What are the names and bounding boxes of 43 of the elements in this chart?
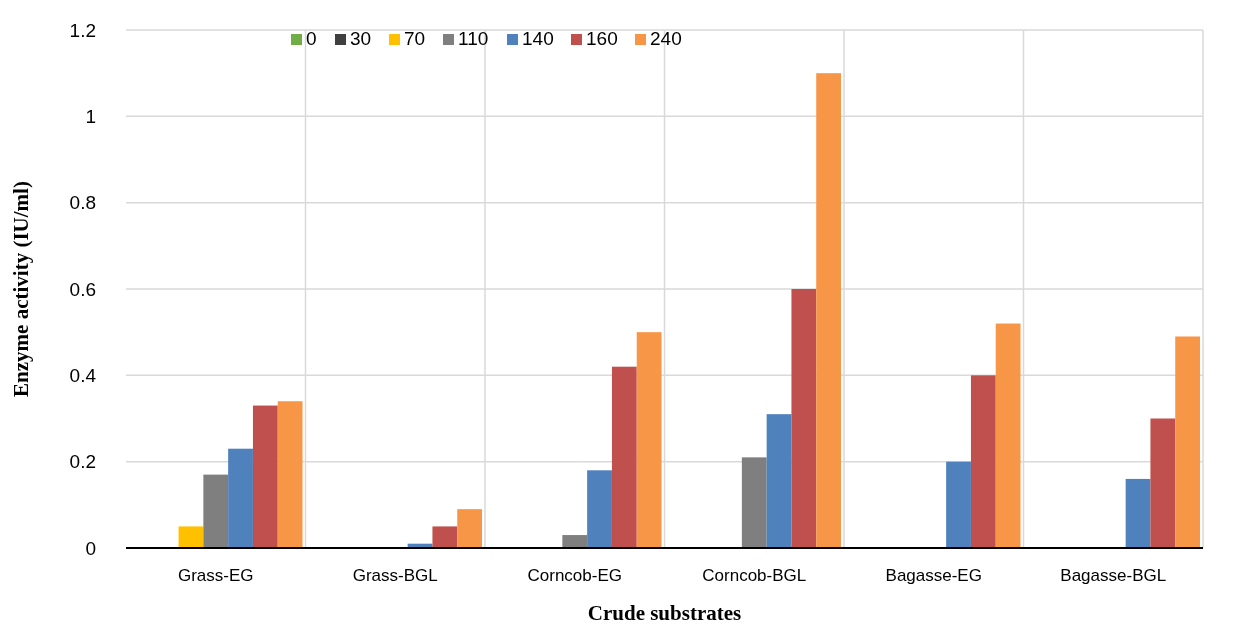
bar (252, 405, 278, 548)
y-tick-label: 0.8 (69, 192, 96, 214)
legend-label: 140 (522, 28, 554, 49)
x-axis-title: Crude substrates (587, 601, 742, 625)
bar (562, 535, 588, 548)
bar (432, 526, 458, 548)
bar (636, 332, 662, 548)
x-tick-label: Bagasse-EG (885, 566, 982, 585)
bar (766, 414, 792, 548)
legend-label: 110 (458, 28, 489, 49)
x-tick-label: Bagasse-BGL (1060, 566, 1167, 585)
bar (277, 401, 303, 548)
bar (228, 448, 253, 548)
x-tick-label: Corncob-EG (527, 566, 622, 585)
bar (178, 526, 204, 548)
legend-label: 160 (586, 28, 618, 49)
bar (1150, 418, 1176, 548)
bar (946, 461, 971, 548)
legend-label: 0 (306, 28, 317, 49)
bar (741, 457, 767, 548)
bar (816, 73, 842, 548)
y-tick-label: 0 (85, 537, 96, 559)
bar (995, 323, 1021, 548)
bar (457, 509, 483, 548)
bar (791, 289, 817, 548)
y-tick-label: 0.4 (69, 364, 97, 386)
y-tick-label: 1.2 (69, 19, 96, 41)
legend-label: 30 (350, 28, 372, 49)
bar (611, 366, 637, 548)
bar (587, 470, 612, 548)
x-tick-label: Grass-EG (177, 566, 254, 585)
bar (970, 375, 996, 548)
legend-label: 240 (650, 28, 682, 49)
y-tick-label: 0.6 (69, 278, 96, 300)
x-tick-label: Grass-BGL (352, 566, 438, 585)
bar (1125, 478, 1151, 548)
legend-label: 70 (404, 28, 426, 49)
x-tick-label: Corncob-BGL (702, 566, 807, 585)
y-tick-label: 1 (85, 105, 96, 127)
bar (1175, 336, 1201, 548)
y-tick-label: 0.2 (69, 451, 96, 473)
y-axis-title: Enzyme activity (IU/ml) (9, 181, 33, 397)
bar (203, 474, 229, 548)
